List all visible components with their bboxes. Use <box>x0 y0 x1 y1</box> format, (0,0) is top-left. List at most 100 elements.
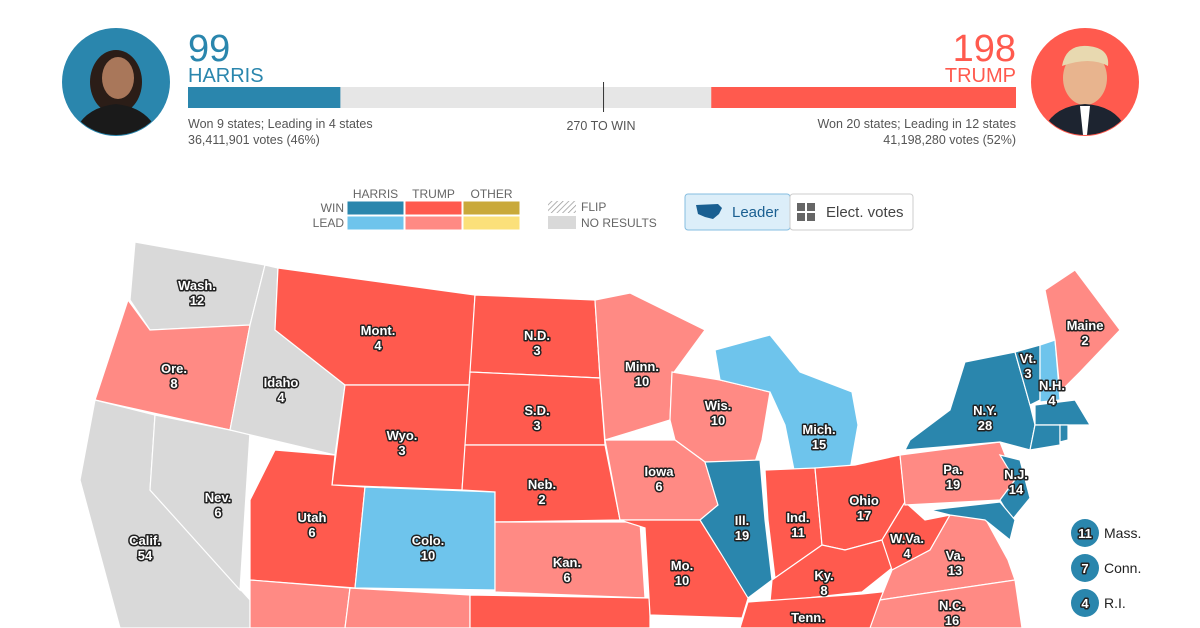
view-toggle: Leader Elect. votes <box>684 193 914 231</box>
state-votes: 3 <box>1024 366 1031 381</box>
state-label: Ind. <box>786 510 809 525</box>
callout-votes: 11 <box>1078 526 1092 541</box>
state-votes: 3 <box>398 443 405 458</box>
electoral-bar <box>188 82 1016 112</box>
callout-label: Conn. <box>1104 560 1141 576</box>
harris-bar <box>188 87 341 108</box>
trump-bar <box>711 87 1016 108</box>
state-label: Mo. <box>671 558 693 573</box>
state-label: W.Va. <box>890 531 924 546</box>
state-label: N.C. <box>939 598 965 613</box>
state-label: N.H. <box>1039 378 1065 393</box>
state-label: Ky. <box>814 568 833 583</box>
state-votes: 8 <box>170 376 177 391</box>
trump-summary: Won 20 states; Leading in 12 states <box>817 117 1016 131</box>
harris-name: HARRIS <box>188 65 264 87</box>
legend-swatch <box>462 200 521 216</box>
harris-popular-vote: 36,411,901 votes (46%) <box>188 133 320 147</box>
state <box>699 459 773 599</box>
state-label: N.D. <box>524 328 550 343</box>
state-label: N.Y. <box>973 403 997 418</box>
state-votes: 6 <box>563 570 570 585</box>
grid-icon <box>797 203 815 221</box>
state-votes: 15 <box>812 437 826 452</box>
state-votes: 4 <box>277 390 285 405</box>
state-label: Ohio <box>849 493 879 508</box>
callout-label: R.I. <box>1104 595 1126 611</box>
state-label: Vt. <box>1020 351 1037 366</box>
state <box>249 579 351 628</box>
state <box>469 594 651 628</box>
legend-swatch <box>404 215 463 231</box>
harris-summary: Won 9 states; Leading in 4 states <box>188 117 373 131</box>
state-label: Calif. <box>129 533 161 548</box>
state-votes: 54 <box>138 548 153 563</box>
state-label: Mich. <box>802 422 835 437</box>
state-label: Iowa <box>645 464 675 479</box>
state-votes: 17 <box>857 508 871 523</box>
state <box>869 579 1023 628</box>
state-label: Idaho <box>264 375 299 390</box>
state-label: Utah <box>298 510 327 525</box>
harris-portrait <box>62 28 170 136</box>
state-label: Pa. <box>943 462 963 477</box>
state-label: Nev. <box>205 490 232 505</box>
state <box>903 351 1036 451</box>
state-votes: 10 <box>675 573 689 588</box>
state <box>1039 339 1061 403</box>
harris-electoral-votes: 99 <box>188 28 230 70</box>
no-results-swatch <box>548 216 576 229</box>
state <box>1034 399 1092 426</box>
state-label: S.D. <box>524 403 549 418</box>
electoral-votes-button[interactable] <box>789 193 914 231</box>
state-votes: 11 <box>791 525 805 540</box>
state-votes: 16 <box>945 613 959 628</box>
trump-popular-vote: 41,198,280 votes (52%) <box>883 133 1016 147</box>
state-votes: 13 <box>948 563 962 578</box>
state-label: Wis. <box>705 398 732 413</box>
state-label: N.J. <box>1004 467 1028 482</box>
state-votes: 3 <box>533 343 540 358</box>
no-results-label: NO RESULTS <box>581 216 657 230</box>
trump-name: TRUMP <box>945 65 1016 87</box>
callout-label: Mass. <box>1104 525 1141 541</box>
legend-row: WIN <box>321 201 344 215</box>
state-votes: 10 <box>421 548 435 563</box>
legend-column: OTHER <box>471 187 513 201</box>
state-votes: 4 <box>903 546 911 561</box>
state-votes: 4 <box>1048 393 1056 408</box>
state-label: Maine <box>1067 318 1104 333</box>
trump-electoral-votes: 198 <box>953 28 1016 70</box>
state-votes: 10 <box>635 374 649 389</box>
state-votes: 2 <box>1081 333 1088 348</box>
threshold-label: 270 TO WIN <box>566 119 635 133</box>
legend-swatch <box>462 215 521 231</box>
callout-circle <box>1071 519 1099 547</box>
legend-row: LEAD <box>313 216 345 230</box>
state-label: Minn. <box>625 359 659 374</box>
state-votes: 19 <box>946 477 960 492</box>
electoral-votes-label[interactable]: Elect. votes <box>826 204 904 221</box>
state-label: Va. <box>946 548 965 563</box>
state <box>1029 424 1061 451</box>
state-votes: 8 <box>820 583 827 598</box>
state-label: Wyo. <box>387 428 418 443</box>
state-votes: 28 <box>978 418 992 433</box>
state <box>149 414 251 592</box>
state-label: Tenn. <box>791 610 825 625</box>
state-votes: 6 <box>214 505 221 520</box>
state-votes: 14 <box>1009 482 1024 497</box>
state-label: Neb. <box>528 477 556 492</box>
state-votes: 4 <box>374 338 382 353</box>
legend-column: HARRIS <box>353 187 398 201</box>
state-label: Kan. <box>553 555 581 570</box>
callout-circle <box>1071 554 1099 582</box>
leader-label[interactable]: Leader <box>732 204 779 221</box>
state-votes: 10 <box>711 413 725 428</box>
state-label: Wash. <box>178 278 216 293</box>
state-labels: Wash.12Ore.8Calif.54Nev.6Idaho4Mont.4Wyo… <box>128 277 1142 628</box>
state <box>1059 424 1069 443</box>
legend-swatch <box>404 200 463 216</box>
